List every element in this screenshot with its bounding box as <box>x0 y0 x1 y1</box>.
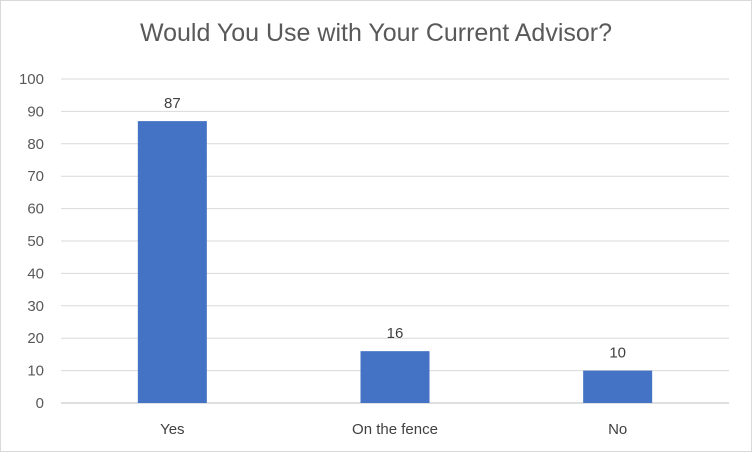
y-tick-label: 80 <box>27 136 44 153</box>
data-label: 16 <box>387 325 404 342</box>
x-tick-label: No <box>608 421 627 438</box>
bar-on-the-fence <box>360 351 430 403</box>
x-tick-label: On the fence <box>352 421 438 438</box>
data-label: 87 <box>164 95 181 112</box>
y-tick-label: 20 <box>27 330 44 347</box>
y-tick-label: 10 <box>27 363 44 380</box>
y-tick-label: 30 <box>27 298 44 315</box>
y-tick-label: 0 <box>36 395 44 412</box>
bar-no <box>583 370 653 403</box>
chart-title: Would You Use with Your Current Advisor? <box>139 19 613 47</box>
y-tick-label: 90 <box>27 103 44 120</box>
y-tick-label: 70 <box>27 168 44 185</box>
x-tick-label: Yes <box>160 421 184 438</box>
bar-yes <box>137 121 207 404</box>
y-tick-label: 100 <box>19 71 44 88</box>
y-tick-label: 50 <box>27 233 44 250</box>
y-tick-label: 40 <box>27 265 44 282</box>
data-label: 10 <box>609 345 626 362</box>
y-tick-label: 60 <box>27 201 44 218</box>
